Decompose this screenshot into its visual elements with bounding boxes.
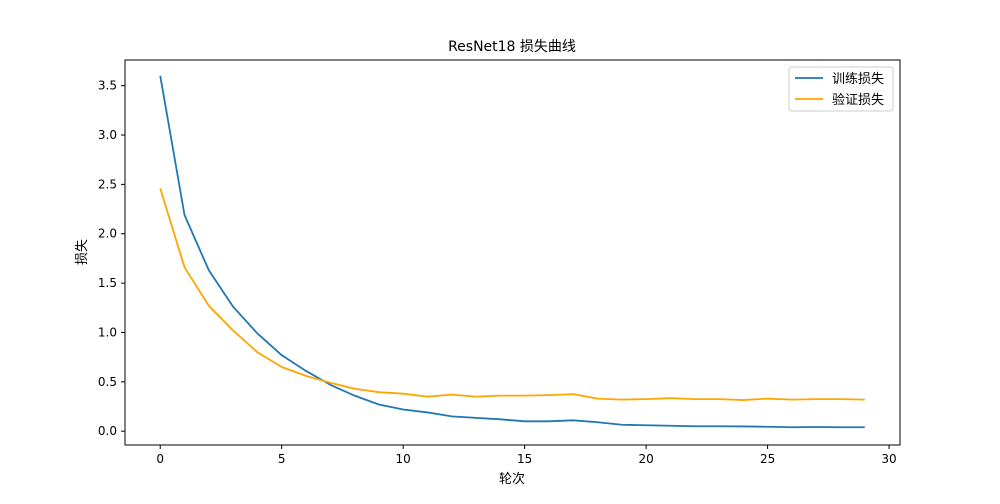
x-tick-label: 20 — [638, 452, 653, 466]
y-axis-label: 损失 — [75, 239, 90, 265]
val-loss-line — [159, 188, 865, 401]
x-tick-label: 0 — [156, 452, 164, 466]
x-axis-ticks: 0 5 10 15 20 25 30 — [156, 445, 897, 466]
y-tick-label: 3.5 — [98, 79, 117, 93]
y-tick-label: 1.0 — [98, 325, 117, 339]
x-axis-label: 轮次 — [499, 471, 525, 487]
x-tick-label: 30 — [881, 452, 896, 466]
x-tick-label: 10 — [396, 452, 411, 466]
train-loss-line — [159, 75, 865, 429]
y-tick-label: 1.5 — [98, 276, 117, 290]
y-tick-label: 0.5 — [98, 375, 117, 389]
y-tick-label: 3.0 — [98, 128, 117, 142]
legend: 训练损失 验证损失 — [788, 66, 894, 112]
y-axis-ticks: 0.0 0.5 1.0 1.5 2.0 2.5 3.0 3.5 — [98, 79, 125, 438]
plot-area — [125, 60, 900, 445]
x-tick-label: 25 — [760, 452, 775, 466]
y-tick-label: 2.0 — [98, 227, 117, 241]
legend-label-train: 训练损失 — [832, 72, 884, 87]
plot-frame — [124, 59, 901, 446]
y-tick-label: 0.0 — [98, 424, 117, 438]
series-lines — [159, 75, 865, 429]
x-tick-label: 5 — [278, 452, 286, 466]
chart-title: ResNet18 损失曲线 — [448, 39, 576, 55]
x-tick-label: 15 — [517, 452, 532, 466]
y-tick-label: 2.5 — [98, 177, 117, 191]
legend-label-val: 验证损失 — [832, 92, 884, 108]
